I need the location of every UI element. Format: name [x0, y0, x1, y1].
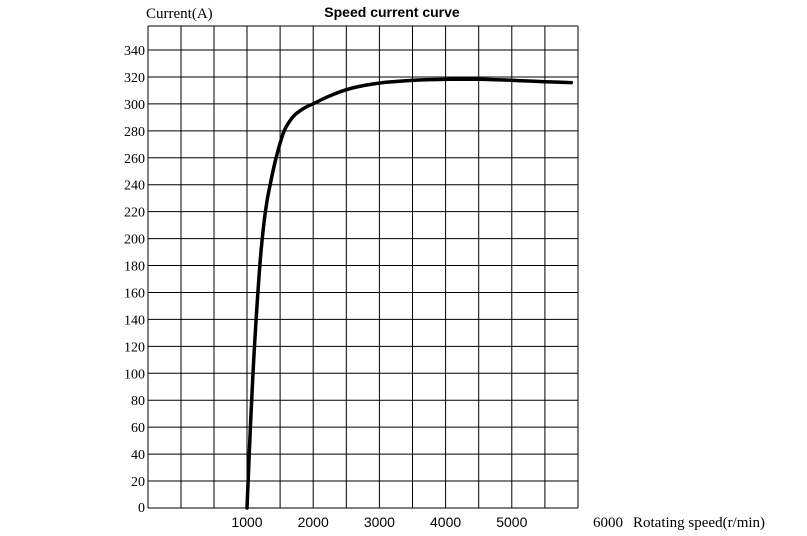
y-tick-label: 220	[124, 206, 145, 221]
speed-current-line	[245, 77, 574, 510]
y-tick-label: 240	[124, 179, 145, 194]
x-axis-label: Rotating speed(r/min)	[633, 515, 765, 531]
y-tick-label: 200	[124, 233, 145, 248]
y-tick-label: 80	[131, 394, 145, 409]
y-axis-label: Current(A)	[146, 6, 213, 22]
chart-title: Speed current curve	[324, 4, 460, 20]
x-tick-label: 1000	[231, 514, 262, 530]
y-tick-label: 20	[131, 475, 145, 490]
y-tick-label: 180	[124, 260, 145, 275]
y-tick-label: 160	[124, 286, 145, 301]
y-tick-label: 140	[124, 313, 145, 328]
y-tick-label: 100	[124, 367, 145, 382]
y-tick-label: 260	[124, 152, 145, 167]
x-tick-label: 4000	[430, 514, 461, 530]
grid	[147, 25, 579, 509]
x-tick-label: 6000	[593, 515, 623, 531]
x-tick-labels: 1000 2000 3000 4000 5000 6000	[231, 514, 623, 531]
y-tick-label: 340	[124, 44, 145, 59]
y-tick-label: 40	[131, 448, 145, 463]
y-tick-label: 320	[124, 71, 145, 86]
y-tick-label: 0	[138, 501, 145, 516]
x-tick-label: 5000	[496, 514, 527, 530]
y-tick-labels: 0 20 40 60 80 100 120 140 160 180 200 220 240 260 280 3…	[124, 44, 145, 516]
y-tick-label: 280	[124, 125, 145, 140]
x-tick-label: 2000	[298, 514, 329, 530]
x-tick-label: 3000	[364, 514, 395, 530]
y-tick-label: 120	[124, 340, 145, 355]
y-tick-label: 60	[131, 421, 145, 436]
y-tick-label: 300	[124, 98, 145, 113]
